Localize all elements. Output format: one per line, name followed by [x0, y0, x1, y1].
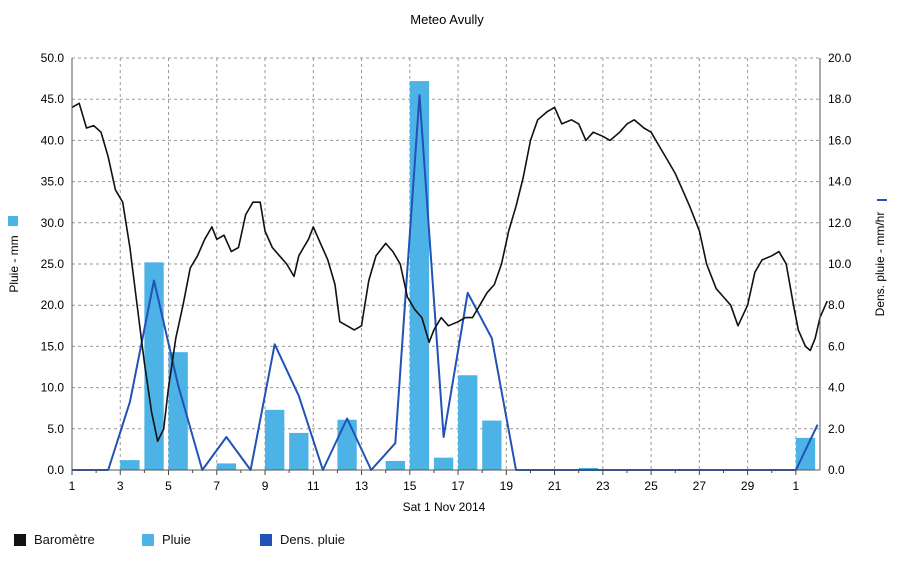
- x-tick-label: 9: [262, 479, 269, 493]
- y-right-tick-label: 0.0: [828, 463, 845, 477]
- bar-pluie: [144, 262, 164, 470]
- x-tick-label: 23: [596, 479, 610, 493]
- y-left-tick-label: 30.0: [41, 216, 65, 230]
- y-left-tick-label: 45.0: [41, 92, 65, 106]
- bar-pluie: [168, 352, 188, 470]
- legend-swatch-barometre: [14, 533, 26, 546]
- bar-pluie: [337, 419, 357, 470]
- y-left-tick-label: 25.0: [41, 257, 65, 271]
- y-left-tick-label: 40.0: [41, 133, 65, 147]
- y-left-tick-label: 35.0: [41, 175, 65, 189]
- x-tick-label: 1: [69, 479, 76, 493]
- y-left-tick-label: 5.0: [47, 422, 64, 436]
- x-tick-label: 27: [693, 479, 707, 493]
- chart-title: Meteo Avully: [410, 12, 484, 27]
- y-right-tick-label: 8.0: [828, 298, 845, 312]
- bar-pluie: [120, 460, 140, 470]
- y-left-tick-label: 10.0: [41, 381, 65, 395]
- y-left-tick-label: 15.0: [41, 339, 65, 353]
- bar-pluie: [433, 457, 454, 470]
- legend-item-barometre: Baromètre: [14, 532, 95, 547]
- x-tick-label: 11: [307, 479, 320, 493]
- y-right-tick-label: 14.0: [828, 175, 852, 189]
- tick-labels: 0.0 0.0 5.0 2.0 10.0 4.0 15.0 6.0 20.0 8.0 25.0 10.…: [41, 51, 852, 493]
- y-right-tick-label: 20.0: [828, 51, 852, 65]
- y-right-tick-label: 18.0: [828, 92, 852, 106]
- x-axis-label: Sat 1 Nov 2014: [403, 500, 486, 514]
- y-left-tick-label: 50.0: [41, 51, 65, 65]
- y-left-axis-label: Pluie - mm: [7, 235, 21, 292]
- x-tick-label: 19: [500, 479, 514, 493]
- legend-label-barometre: Baromètre: [34, 532, 95, 547]
- x-tick-label: 15: [403, 479, 417, 493]
- y-right-tick-label: 12.0: [828, 216, 852, 230]
- right-axis-series-marker: [877, 199, 887, 201]
- bar-pluie: [216, 463, 237, 470]
- y-right-tick-label: 16.0: [828, 133, 852, 147]
- x-tick-label: 21: [548, 479, 562, 493]
- left-axis-series-marker: [8, 216, 18, 226]
- x-tick-label: 25: [644, 479, 658, 493]
- x-tick-label: 17: [451, 479, 465, 493]
- bar-pluie: [265, 409, 285, 470]
- x-tick-label: 5: [165, 479, 172, 493]
- bar-pluie: [578, 467, 599, 470]
- x-tick-label: 1: [793, 479, 800, 493]
- y-left-tick-label: 20.0: [41, 298, 65, 312]
- axes: [71, 58, 821, 475]
- x-tick-label: 7: [213, 479, 220, 493]
- y-right-axis-label: Dens. pluie - mm/hr: [873, 212, 887, 317]
- x-tick-label: 29: [741, 479, 755, 493]
- legend-label-dens-pluie: Dens. pluie: [280, 532, 346, 547]
- legend-item-dens-pluie: Dens. pluie: [260, 532, 345, 547]
- y-right-tick-label: 4.0: [828, 381, 845, 395]
- lines: [71, 94, 828, 471]
- bar-pluie: [289, 432, 309, 470]
- line-barometre: [71, 102, 828, 443]
- bar-pluie: [482, 420, 502, 470]
- legend-item-pluie: Pluie: [142, 532, 191, 547]
- y-right-tick-label: 2.0: [828, 422, 845, 436]
- y-left-tick-label: 0.0: [47, 463, 64, 477]
- y-right-tick-label: 10.0: [828, 257, 852, 271]
- y-right-tick-label: 6.0: [828, 339, 845, 353]
- bar-pluie: [385, 460, 405, 470]
- legend-label-pluie: Pluie: [162, 532, 191, 547]
- legend-swatch-pluie: [142, 533, 154, 546]
- bar-pluie: [409, 81, 430, 471]
- legend-swatch-dens-pluie: [260, 533, 272, 546]
- x-tick-label: 13: [355, 479, 369, 493]
- x-tick-label: 3: [117, 479, 124, 493]
- bar-pluie: [458, 375, 478, 470]
